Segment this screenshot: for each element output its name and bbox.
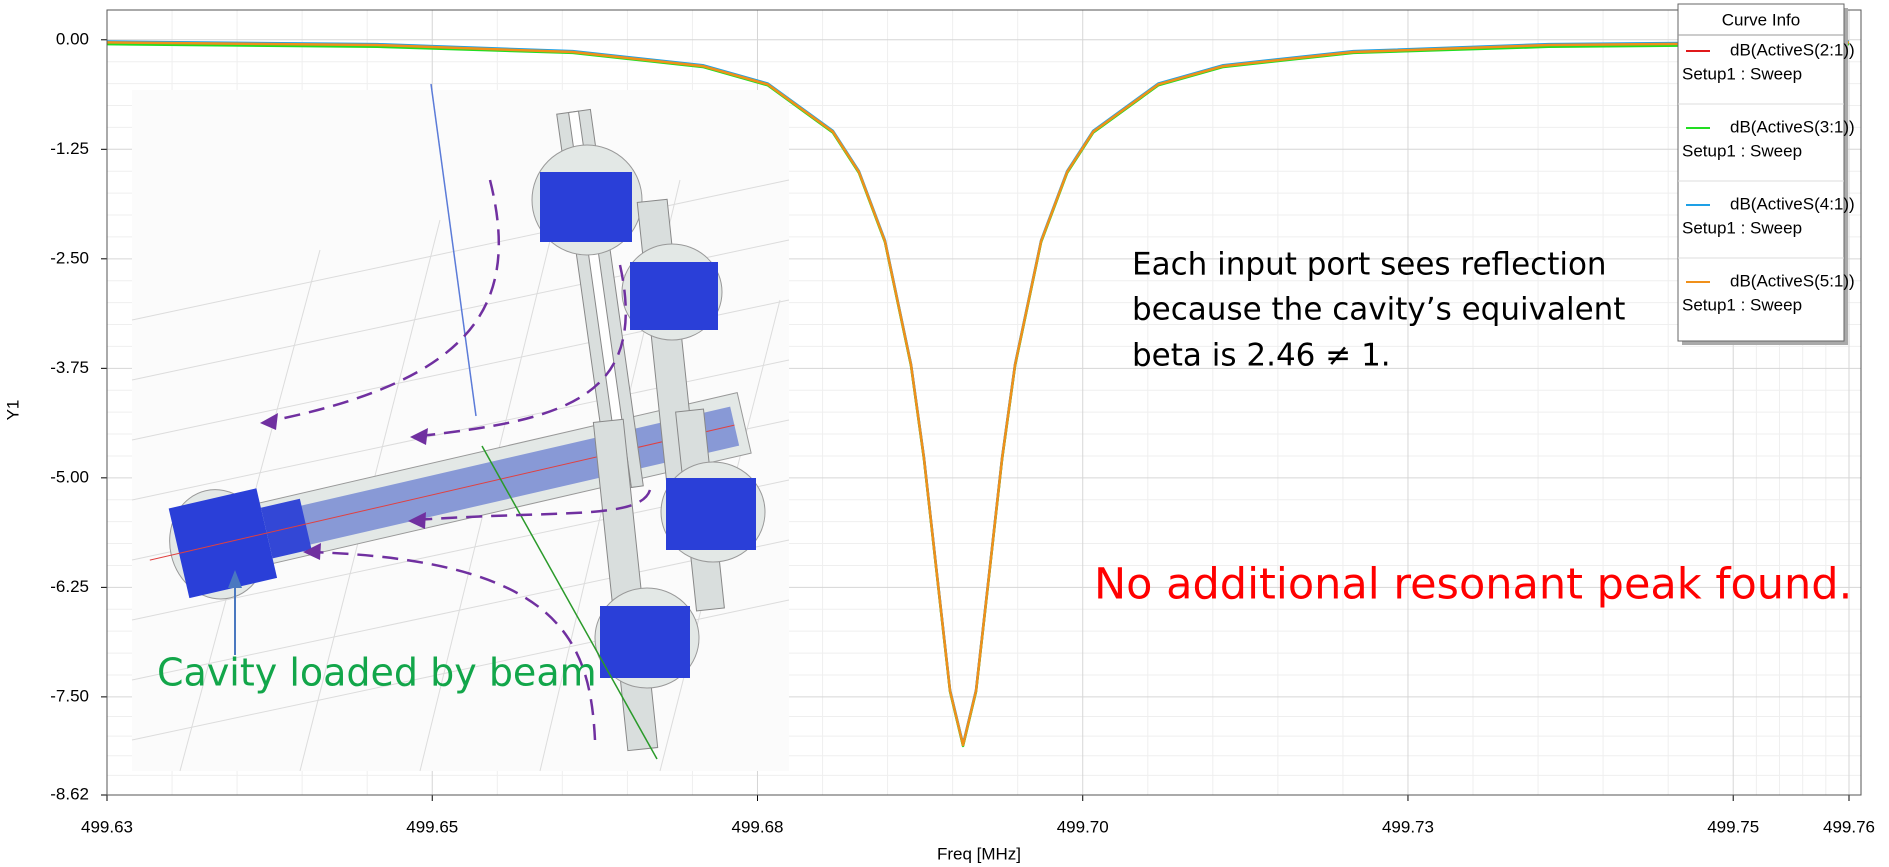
annotation: because the cavity’s equivalent xyxy=(1132,292,1625,328)
annotation: beta is 2.46 ≠ 1. xyxy=(1132,338,1391,374)
legend-label: dB(ActiveS(5:1)) xyxy=(1730,271,1855,290)
x-tick-label: 499.68 xyxy=(731,817,783,836)
x-tick-label: 499.63 xyxy=(81,817,133,836)
x-tick-label: 499.75 xyxy=(1707,817,1759,836)
y-axis-label: Y1 xyxy=(3,400,22,421)
y-tick-label: -7.50 xyxy=(50,686,89,705)
x-tick-label: 499.70 xyxy=(1057,817,1109,836)
y-tick-label: 0.00 xyxy=(56,29,89,48)
legend-setup: Setup1 : Sweep xyxy=(1682,141,1802,160)
x-axis-label: Freq [MHz] xyxy=(937,844,1021,863)
annotation: Each input port sees reflection xyxy=(1132,247,1607,283)
y-tick-label: -5.00 xyxy=(50,467,89,486)
legend-setup: Setup1 : Sweep xyxy=(1682,295,1802,314)
y-tick-label: -3.75 xyxy=(50,358,89,377)
legend-label: dB(ActiveS(4:1)) xyxy=(1730,194,1855,213)
coupler-mesh xyxy=(540,172,632,242)
coupler-mesh xyxy=(630,262,718,330)
legend-title: Curve Info xyxy=(1722,10,1800,29)
legend-setup: Setup1 : Sweep xyxy=(1682,218,1802,237)
y-tick-label: -6.25 xyxy=(50,577,89,596)
legend-setup: Setup1 : Sweep xyxy=(1682,64,1802,83)
x-tick-label: 499.65 xyxy=(406,817,458,836)
annotation: No additional resonant peak found. xyxy=(1094,560,1852,610)
y-tick-label: -2.50 xyxy=(50,248,89,267)
legend-label: dB(ActiveS(3:1)) xyxy=(1730,117,1855,136)
x-tick-label: 499.76 xyxy=(1823,817,1875,836)
y-tick-label: -1.25 xyxy=(50,139,89,158)
legend-label: dB(ActiveS(2:1)) xyxy=(1730,40,1855,59)
coupler-mesh xyxy=(666,478,756,550)
chart: 0.00 -1.25 -2.50 -3.75 -5.00 -6.25 -7.50 -8.62 4… xyxy=(0,0,1889,867)
coupler-mesh xyxy=(600,606,690,678)
y-tick-label: -8.62 xyxy=(50,784,89,803)
x-tick-label: 499.73 xyxy=(1382,817,1434,836)
annotation: Cavity loaded by beam xyxy=(157,651,597,695)
